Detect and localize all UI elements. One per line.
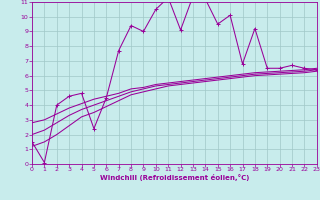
X-axis label: Windchill (Refroidissement éolien,°C): Windchill (Refroidissement éolien,°C) <box>100 174 249 181</box>
